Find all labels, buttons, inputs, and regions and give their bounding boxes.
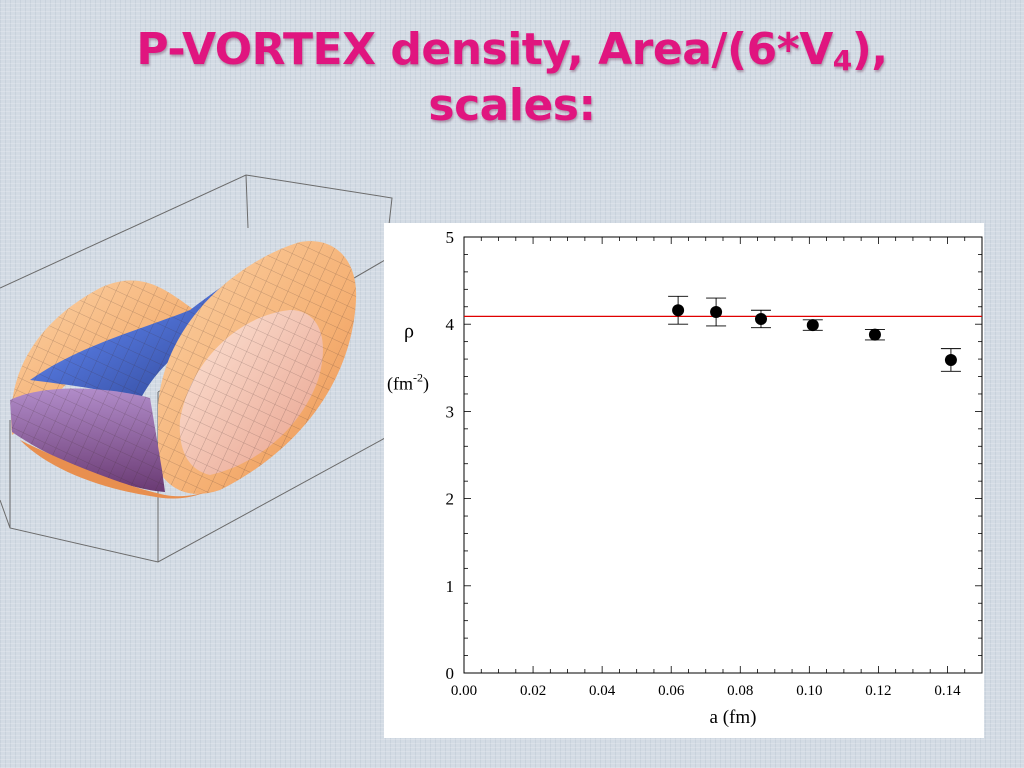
x-tick-label: 0.00 xyxy=(451,683,477,699)
title-text-part2: ), xyxy=(851,24,888,75)
x-tick-label: 0.02 xyxy=(520,683,546,699)
x-axis-label: a (fm) xyxy=(710,707,757,728)
y-tick-label: 4 xyxy=(446,315,455,334)
data-point xyxy=(806,319,819,332)
y-tick-label: 1 xyxy=(446,577,455,596)
plot-frame xyxy=(463,236,983,674)
title-line-1: P-VORTEX density, Area/(6*V4), xyxy=(0,22,1024,78)
data-point xyxy=(944,353,957,366)
x-tick-label: 0.12 xyxy=(865,683,891,699)
y-axis-unit: (fm-2) xyxy=(387,371,429,395)
y-tick-label: 3 xyxy=(446,402,455,421)
data-point xyxy=(710,305,723,318)
y-tick-label: 2 xyxy=(446,490,455,509)
y-tick-label: 0 xyxy=(446,664,455,683)
slide-title: P-VORTEX density, Area/(6*V4), scales: xyxy=(0,22,1024,134)
surface-body xyxy=(10,241,357,499)
y-tick-label: 5 xyxy=(446,228,455,247)
x-tick-label: 0.06 xyxy=(658,683,685,699)
y-axis-symbol: ρ xyxy=(404,320,414,342)
chart-panel: 0.00 0.02 0.04 0.06 0.08 0.10 0.12 0.14 0 1 2 3 4 5 a … xyxy=(384,223,984,738)
title-line-2: scales: xyxy=(428,80,596,131)
vortex-surface-plot xyxy=(0,174,393,563)
x-tick-label: 0.14 xyxy=(934,683,961,699)
x-tick-label: 0.10 xyxy=(796,683,822,699)
x-tick-label: 0.08 xyxy=(727,683,753,699)
x-tick-label: 0.04 xyxy=(589,683,616,699)
title-text-part1: P-VORTEX density, Area/(6*V xyxy=(136,24,833,75)
title-subscript: 4 xyxy=(832,44,852,77)
scatter-chart: 0.00 0.02 0.04 0.06 0.08 0.10 0.12 0.14 0 1 2 3 4 5 a … xyxy=(387,228,983,728)
data-point xyxy=(868,328,881,341)
data-point xyxy=(754,312,767,325)
data-point xyxy=(672,304,685,317)
